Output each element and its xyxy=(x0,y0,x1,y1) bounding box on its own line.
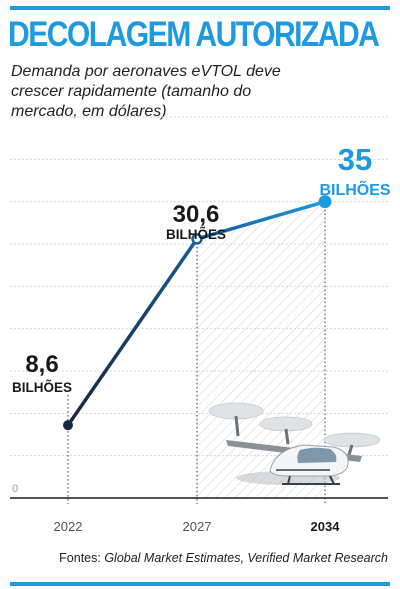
data-label-value: 35 xyxy=(338,142,372,177)
evtol-aircraft-illustration xyxy=(208,402,381,485)
chart-subtitle: Demanda por aeronaves eVTOL deve crescer… xyxy=(11,63,281,120)
bottom-accent-rule xyxy=(10,582,390,586)
x-tick-label: 2027 xyxy=(183,519,212,534)
data-label-unit: BILHÕES xyxy=(319,179,390,199)
data-label-value: 8,6 xyxy=(25,351,58,378)
y-tick-label: 0 xyxy=(12,483,18,495)
top-accent-rule xyxy=(10,6,390,10)
data-label-unit: BILHÕES xyxy=(166,227,226,242)
x-tick-label: 2034 xyxy=(311,519,341,534)
data-point xyxy=(318,195,332,209)
data-point xyxy=(191,233,203,245)
data-label-value: 30,6 xyxy=(173,201,220,228)
chart-title: DECOLAGEM AUTORIZADA xyxy=(8,15,380,54)
data-label-unit: BILHÕES xyxy=(12,380,72,395)
source-prefix: Fontes: xyxy=(59,551,101,565)
source-note: Fontes: Global Market Estimates, Verifie… xyxy=(59,551,388,565)
source-names: Global Market Estimates, Verified Market… xyxy=(104,551,388,565)
x-tick-label: 2022 xyxy=(54,519,83,534)
data-point xyxy=(63,420,73,431)
